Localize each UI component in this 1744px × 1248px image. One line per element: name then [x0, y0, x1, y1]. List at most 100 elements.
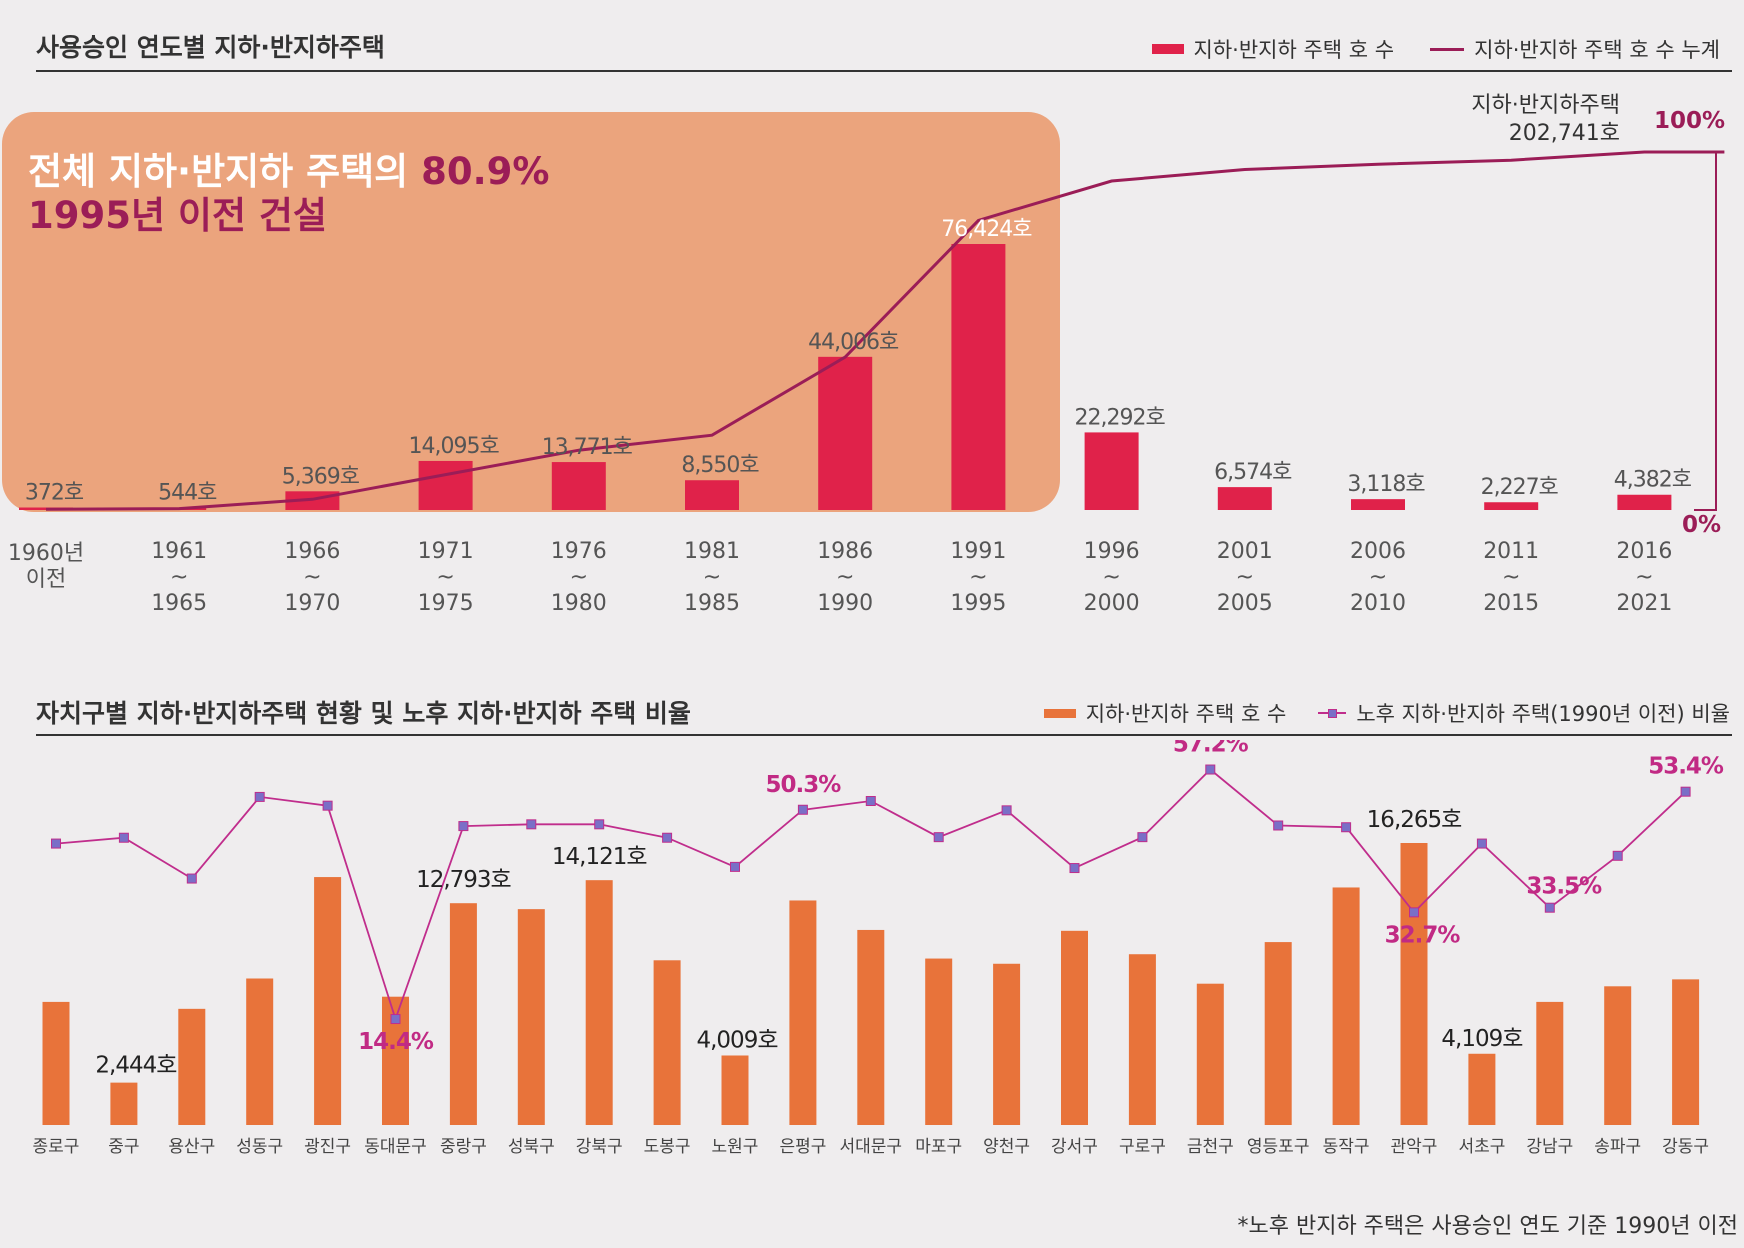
district-label-11: 은평구 [779, 1137, 826, 1157]
ratio-marker-24 [1680, 786, 1691, 797]
ratio-marker-14 [1001, 805, 1012, 816]
district-bar-24 [1672, 979, 1700, 1125]
district-bar-12 [857, 929, 885, 1125]
x-label-7-2: 1995 [950, 591, 1006, 616]
ratio-marker-16 [1137, 832, 1148, 843]
district-label-12: 서대문구 [840, 1137, 903, 1157]
district-bar-7 [517, 909, 545, 1125]
x-label-5-0: 1981 [684, 539, 740, 564]
ratio-marker-10 [730, 861, 740, 872]
ratio-marker-18 [1273, 820, 1284, 831]
legend-line-swatch [1430, 47, 1465, 51]
x-label-5-2: 1985 [684, 591, 740, 616]
bar-3 [418, 460, 473, 510]
bottom-legend: 지하·반지하 주택 호 수 노후 지하·반지하 주택(1990년 이전) 비율 [1043, 698, 1730, 728]
right-axis-top: 100% [1654, 108, 1726, 134]
district-bar-value-6: 12,793호 [416, 867, 511, 893]
district-bar-17 [1196, 983, 1224, 1125]
ratio-marker-4 [322, 800, 333, 811]
district-label-19: 동작구 [1323, 1137, 1370, 1157]
ratio-marker-0 [51, 838, 61, 849]
ratio-marker-2 [186, 873, 197, 884]
district-label-8: 강북구 [576, 1137, 623, 1157]
district-label-13: 마포구 [915, 1137, 962, 1157]
x-label-0-1: 이전 [26, 567, 66, 592]
top-title-rule [36, 70, 1732, 72]
legend-bar-swatch [1151, 44, 1184, 54]
bar-5 [685, 480, 739, 510]
district-label-10: 노원구 [712, 1137, 759, 1157]
x-label-5-1: ~ [703, 565, 721, 590]
district-bar-value-20: 16,265호 [1367, 807, 1462, 833]
cumulative-line [45, 150, 1725, 511]
district-label-20: 관악구 [1391, 1137, 1438, 1157]
x-label-6-2: 1990 [817, 591, 873, 616]
ratio-marker-3 [254, 791, 265, 802]
footnote: *노후 반지하 주택은 사용승인 연도 기준 1990년 이전 [1237, 1214, 1738, 1239]
bar-label-8: 22,292호 [1074, 405, 1165, 430]
legend-line-label: 지하·반지하 주택 호 수 누계 [1474, 38, 1720, 62]
legend-bar-label: 지하·반지하 주택 호 수 [1193, 38, 1395, 62]
district-label-24: 강동구 [1662, 1137, 1709, 1157]
bar-6 [818, 356, 873, 510]
ratio-marker-23 [1612, 850, 1623, 861]
ratio-marker-7 [526, 819, 537, 830]
x-label-11-1: ~ [1502, 565, 1520, 590]
district-label-18: 영등포구 [1247, 1137, 1310, 1157]
x-label-3-0: 1971 [418, 539, 474, 564]
x-label-6-0: 1986 [817, 539, 873, 564]
x-label-4-0: 1976 [551, 539, 607, 564]
x-label-8-0: 1996 [1084, 539, 1140, 564]
x-label-8-1: ~ [1102, 565, 1120, 590]
x-label-7-0: 1991 [950, 539, 1006, 564]
x-label-6-1: ~ [836, 565, 854, 590]
district-pct-label-5: 14.4% [358, 1029, 434, 1055]
district-label-7: 성북구 [508, 1137, 555, 1157]
x-label-1-1: ~ [170, 565, 188, 590]
district-label-23: 송파구 [1594, 1137, 1641, 1157]
district-bar-21 [1468, 1053, 1496, 1125]
district-bar-4 [314, 877, 342, 1125]
district-label-15: 강서구 [1051, 1137, 1098, 1157]
total-label: 지하·반지하주택 202,741호 [1430, 92, 1620, 148]
district-bar-10 [721, 1055, 749, 1125]
bar-label-9: 6,574호 [1214, 460, 1292, 485]
bottom-chart-title: 자치구별 지하·반지하주택 현황 및 노후 지하·반지하 주택 비율 [36, 699, 691, 728]
district-label-1: 중구 [108, 1137, 139, 1157]
district-label-0: 종로구 [33, 1137, 80, 1157]
district-label-5: 동대문구 [364, 1137, 427, 1157]
bar-label-6: 44,006호 [808, 330, 899, 355]
top-chart-title: 사용승인 연도별 지하·반지하주택 [36, 33, 385, 62]
district-bar-19 [1332, 887, 1360, 1125]
district-pct-label-17: 57.2% [1173, 740, 1249, 758]
bar-label-10: 3,118호 [1347, 472, 1425, 497]
district-label-3: 성동구 [236, 1137, 283, 1157]
highlight-text: 전체 지하·반지하 주택의 80.9% 1995년 이전 건설 [28, 150, 549, 238]
x-label-7-1: ~ [969, 565, 987, 590]
bar-8 [1084, 432, 1139, 510]
x-label-12-0: 2016 [1616, 539, 1672, 564]
district-bar-15 [1061, 930, 1088, 1125]
x-label-9-0: 2001 [1217, 539, 1273, 564]
ratio-marker-15 [1069, 863, 1080, 874]
x-label-1-2: 1965 [151, 591, 207, 616]
x-label-9-2: 2005 [1217, 591, 1273, 616]
ratio-marker-5 [390, 1014, 401, 1025]
x-label-2-2: 1970 [284, 591, 340, 616]
ratio-marker-1 [118, 832, 129, 843]
district-bar-11 [789, 900, 817, 1125]
district-label-14: 양천구 [983, 1137, 1030, 1157]
district-bar-22 [1536, 1001, 1564, 1125]
ratio-marker-22 [1544, 902, 1555, 913]
x-label-10-1: ~ [1369, 565, 1387, 590]
bar-label-12: 4,382호 [1614, 468, 1692, 493]
highlight-line2: 1995년 이전 건설 [28, 194, 327, 237]
x-label-3-1: ~ [436, 565, 454, 590]
x-label-4-2: 1980 [551, 591, 607, 616]
bottom-title-rule [36, 734, 1732, 736]
x-label-8-2: 2000 [1084, 591, 1140, 616]
bar-label-1: 544호 [158, 481, 217, 506]
district-bar-value-1: 2,444호 [95, 1053, 176, 1079]
bar-10 [1351, 499, 1405, 510]
x-label-3-2: 1975 [418, 591, 474, 616]
